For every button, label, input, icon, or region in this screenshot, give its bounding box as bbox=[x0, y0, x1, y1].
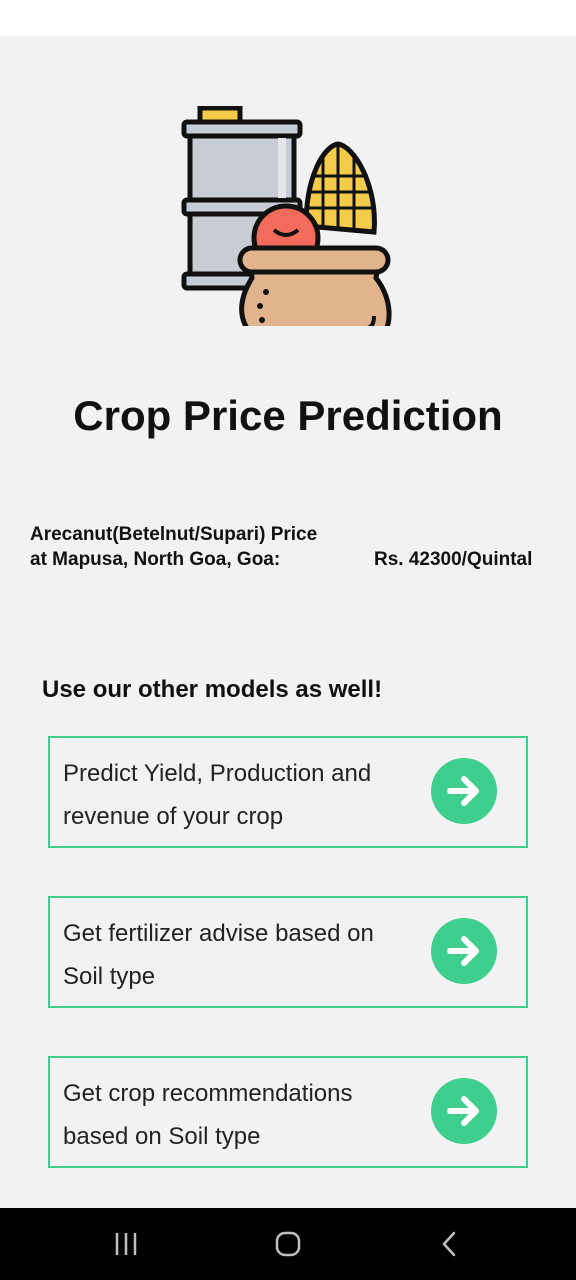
fertilizer-advise-card[interactable]: Get fertilizer advise based on Soil type bbox=[48, 896, 528, 1008]
arrow-right-icon[interactable] bbox=[431, 918, 497, 984]
predict-yield-card[interactable]: Predict Yield, Production and revenue of… bbox=[48, 736, 528, 848]
status-bar bbox=[0, 0, 576, 36]
recent-apps-icon[interactable] bbox=[86, 1208, 166, 1280]
card-label: Get crop recommendations based on Soil t… bbox=[63, 1080, 353, 1150]
card-label: Predict Yield, Production and revenue of… bbox=[63, 760, 372, 830]
card-label: Get fertilizer advise based on Soil type bbox=[63, 920, 374, 990]
crop-basket-icon bbox=[181, 106, 392, 326]
price-label: Arecanut(Betelnut/Supari) Price at Mapus… bbox=[30, 524, 318, 570]
price-value: Rs. 42300/Quintal bbox=[374, 549, 533, 570]
arrow-right-icon[interactable] bbox=[431, 758, 497, 824]
arrow-right-icon[interactable] bbox=[431, 1078, 497, 1144]
home-icon[interactable] bbox=[248, 1208, 328, 1280]
system-nav-bar bbox=[0, 1208, 576, 1280]
back-icon[interactable] bbox=[410, 1208, 490, 1280]
crop-recommendation-card[interactable]: Get crop recommendations based on Soil t… bbox=[48, 1056, 528, 1168]
page-title: Crop Price Prediction bbox=[73, 392, 503, 439]
app-screen: Crop Price Prediction Arecanut(Betelnut/… bbox=[0, 36, 576, 1208]
models-heading: Use our other models as well! bbox=[42, 676, 383, 703]
